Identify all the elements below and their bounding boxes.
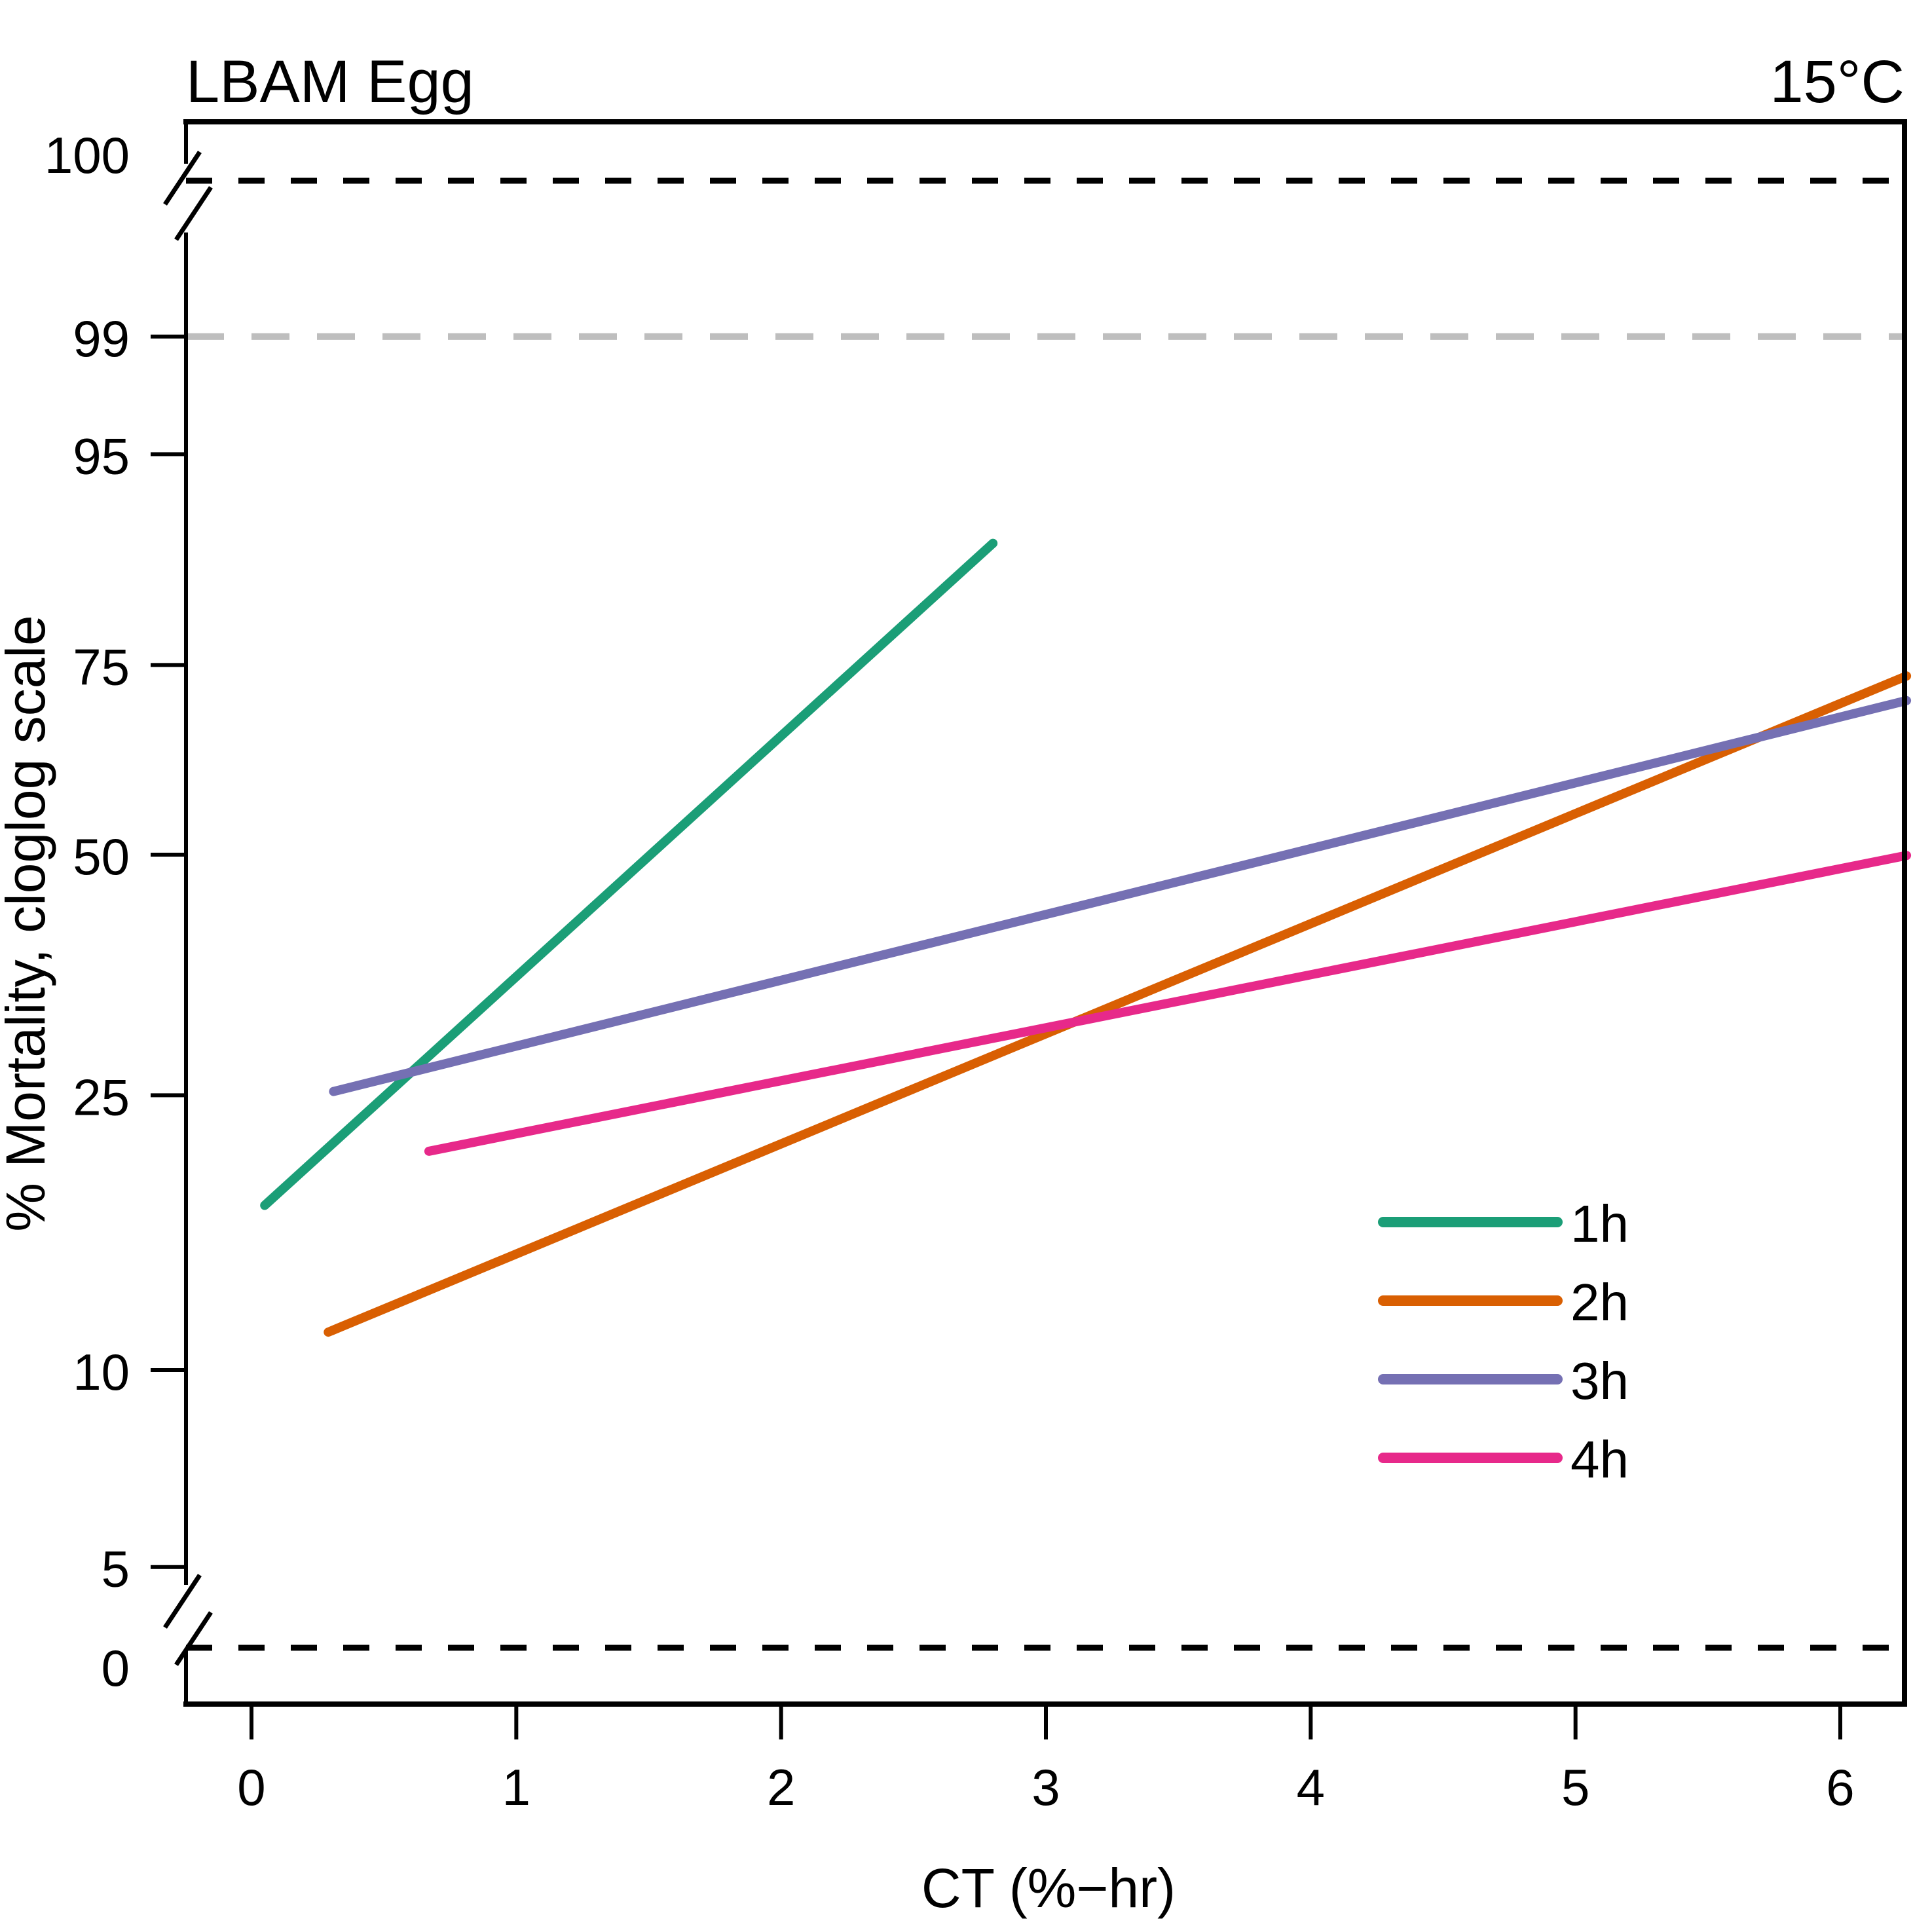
x-tick-label: 2 [767,1758,795,1816]
axis-break-mark [163,1574,202,1629]
legend-label-4h: 4h [1570,1430,1629,1489]
chart-subtitle: 15°C [1770,48,1904,115]
y-tick-label: 0 [102,1639,130,1697]
axes: 5 10 25 50 75 95 99 100 0 0 1 2 3 4 5 6 [45,119,1907,1816]
y-tick-label: 25 [73,1068,130,1126]
series-line-4h [424,851,1912,1156]
y-tick-label: 95 [73,428,130,485]
reference-lines [186,177,1904,1651]
y-tick-label: 10 [73,1343,130,1401]
axis-break-mark [174,186,213,241]
series-line-1h [260,538,998,1210]
series-line-3h [329,696,1912,1096]
x-tick-label: 1 [502,1758,530,1816]
legend-label-2h: 2h [1570,1273,1629,1331]
axis-break-mark [174,1611,213,1666]
x-tick-label: 3 [1031,1758,1060,1816]
x-axis-label: CT (%−hr) [921,1857,1176,1919]
legend-label-1h: 1h [1570,1195,1629,1253]
y-tick-label: 100 [45,126,130,184]
legend: 1h 2h 3h 4h [1378,1195,1629,1489]
y-tick-label: 5 [102,1540,130,1598]
x-tick-label: 5 [1561,1758,1589,1816]
legend-label-3h: 3h [1570,1352,1629,1410]
y-tick-label: 99 [73,310,130,367]
chart-title: LBAM Egg [186,48,474,115]
axis-break-mark [163,151,202,206]
series-lines [260,538,1912,1337]
y-axis-label: % Mortality, cloglog scale [0,615,56,1231]
x-tick-label: 4 [1297,1758,1325,1816]
x-tick-label: 0 [237,1758,265,1816]
x-tick-label: 6 [1826,1758,1854,1816]
y-tick-label: 50 [73,828,130,885]
series-line-2h [324,671,1912,1337]
y-tick-label: 75 [73,638,130,696]
